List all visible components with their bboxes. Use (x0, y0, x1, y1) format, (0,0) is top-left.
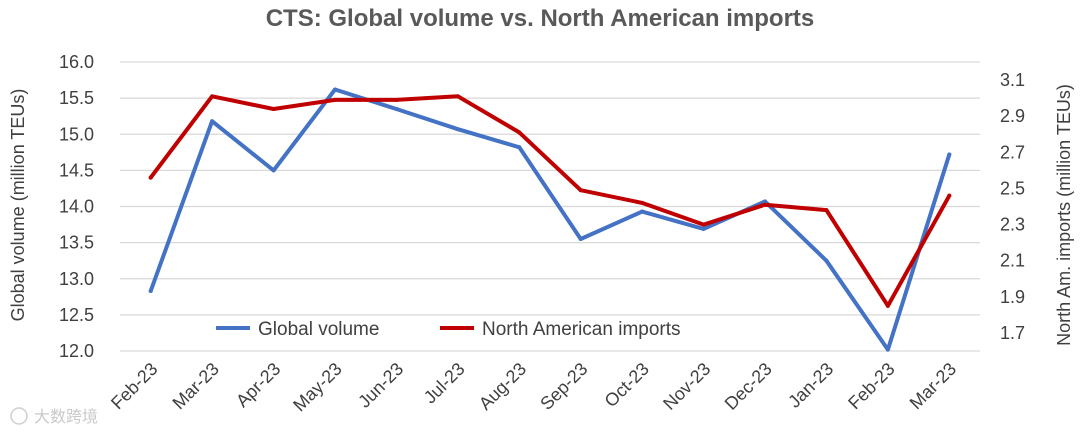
data-point (885, 303, 890, 308)
data-point (517, 145, 522, 150)
left-axis-title: Global volume (million TEUs) (8, 89, 28, 322)
x-axis-tick-label: Mar-23 (906, 359, 960, 413)
x-axis-tick-label: Apr-23 (232, 359, 284, 411)
right-axis-tick-label: 2.3 (1000, 215, 1025, 235)
data-point (394, 106, 399, 111)
gridlines (120, 61, 980, 352)
left-axis-tick-label: 14.5 (59, 160, 94, 180)
x-axis-tick-label: Dec-23 (721, 359, 776, 414)
x-axis-tick-label: Feb-23 (107, 359, 161, 413)
left-axis-ticks: 12.0 12.5 13.0 13.5 14.0 14.5 15.0 15.5 16.0 (59, 52, 94, 361)
x-axis-tick-label: Jun-23 (354, 359, 407, 412)
watermark: 大数跨境 (10, 407, 98, 426)
legend-label-global-volume: Global volume (258, 319, 379, 340)
x-axis-tick-label: Jul-23 (420, 359, 469, 408)
data-point (763, 199, 767, 204)
x-axis-tick-label: Jan-23 (784, 359, 837, 412)
left-axis-tick-label: 13.5 (59, 233, 94, 253)
left-axis-tick-label: 12.5 (59, 305, 94, 325)
data-point (640, 200, 645, 205)
right-axis-tick-label: 1.9 (1000, 287, 1025, 307)
left-axis-tick-label: 16.0 (59, 52, 94, 72)
left-axis-tick-label: 15.5 (59, 88, 94, 108)
data-point (578, 237, 583, 242)
right-axis-ticks: 1.7 1.9 2.1 2.3 2.5 2.7 2.9 3.1 (1000, 70, 1025, 343)
data-point (640, 209, 645, 214)
series-lines (148, 87, 952, 352)
data-point (271, 168, 276, 173)
data-point (824, 258, 829, 263)
x-axis-tick-label: May-23 (289, 359, 346, 416)
data-point (333, 87, 337, 92)
right-axis-tick-label: 2.7 (1000, 142, 1025, 162)
right-axis-tick-label: 2.9 (1000, 106, 1025, 126)
data-point (885, 347, 890, 352)
data-point (824, 208, 829, 213)
data-point (210, 119, 215, 124)
x-axis-tick-label: Oct-23 (601, 359, 653, 411)
chart-title: CTS: Global volume vs. North American im… (266, 5, 815, 32)
data-point (947, 193, 952, 198)
data-point (394, 97, 399, 102)
right-axis-tick-label: 2.1 (1000, 251, 1025, 271)
x-axis-tick-label: Nov-23 (659, 359, 714, 414)
x-axis-tick-label: Aug-23 (475, 359, 530, 414)
legend-label-north-american-imports: North American imports (482, 319, 681, 340)
watermark-logo-icon (10, 407, 28, 425)
data-point (271, 106, 276, 111)
data-point (701, 222, 706, 227)
left-axis-tick-label: 13.0 (59, 269, 94, 289)
x-axis-tick-label: Sep-23 (536, 359, 591, 414)
data-point (701, 226, 706, 231)
data-point (455, 94, 460, 99)
watermark-text: 大数跨境 (34, 407, 98, 426)
left-axis-tick-label: 12.0 (59, 341, 94, 361)
left-axis-tick-label: 14.0 (59, 197, 94, 217)
right-axis-tick-label: 2.5 (1000, 178, 1025, 198)
data-point (148, 175, 153, 180)
x-axis-tick-label: Feb-23 (844, 359, 898, 413)
data-point (333, 97, 337, 102)
right-axis-tick-label: 1.7 (1000, 323, 1025, 343)
series-line-global-volume (148, 87, 952, 352)
left-axis-tick-label: 15.0 (59, 124, 94, 144)
data-point (763, 202, 767, 207)
legend: Global volume North American imports (216, 319, 681, 340)
right-axis-title: North Am. imports (million TEUs) (1054, 84, 1074, 346)
x-axis-ticks: Feb-23 Mar-23 Apr-23 May-23 Jun-23 Jul-23 Aug-… (107, 359, 960, 416)
data-point (517, 130, 522, 135)
data-point (947, 152, 952, 157)
data-point (210, 94, 215, 99)
x-axis-tick-label: Mar-23 (169, 359, 223, 413)
right-axis-tick-label: 3.1 (1000, 70, 1025, 90)
data-point (578, 188, 583, 193)
data-point (455, 127, 460, 132)
data-point (148, 289, 153, 294)
series-line-north-american-imports (148, 94, 952, 308)
